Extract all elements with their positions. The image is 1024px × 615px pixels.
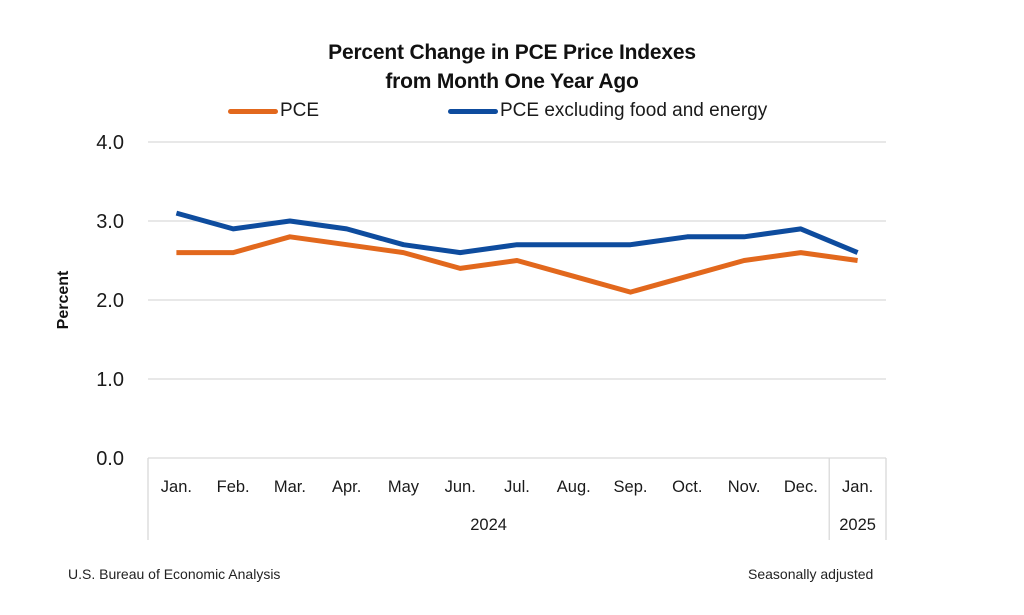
x-tick-label: Jan. xyxy=(842,478,873,496)
legend-label-core-pce: PCE excluding food and energy xyxy=(500,100,768,121)
legend-label-pce: PCE xyxy=(280,100,320,121)
x-tick-label: Feb. xyxy=(217,478,250,496)
seasonal-note: Seasonally adjusted xyxy=(748,566,874,582)
chart-title-line-2: from Month One Year Ago xyxy=(385,70,639,93)
x-tick-label: Sep. xyxy=(614,478,648,496)
x-tick-label: Nov. xyxy=(728,478,761,496)
y-tick-label: 4.0 xyxy=(96,132,124,154)
x-tick-label: Mar. xyxy=(274,478,306,496)
x-tick-label: Aug. xyxy=(557,478,591,496)
x-tick-label: Apr. xyxy=(332,478,361,496)
legend-item-core-pce: PCE excluding food and energy xyxy=(448,100,767,122)
chart-title-line-1: Percent Change in PCE Price Indexes xyxy=(328,41,696,64)
x-tick-label: Dec. xyxy=(784,478,818,496)
year-label: 2024 xyxy=(470,516,507,534)
y-tick-label: 2.0 xyxy=(96,290,124,312)
legend-item-pce: PCE xyxy=(228,100,319,122)
series-line-core-pce xyxy=(175,210,859,256)
y-tick-label: 1.0 xyxy=(96,369,124,391)
y-tick-label: 3.0 xyxy=(96,211,124,233)
chart-title: Percent Change in PCE Price Indexes from… xyxy=(0,38,1024,96)
year-label: 2025 xyxy=(839,516,876,534)
x-tick-label: Jun. xyxy=(445,478,476,496)
x-tick-label: Oct. xyxy=(672,478,702,496)
source-note: U.S. Bureau of Economic Analysis xyxy=(68,566,281,582)
y-tick-label: 0.0 xyxy=(96,448,124,470)
x-tick-label: May xyxy=(388,478,420,496)
x-tick-label: Jul. xyxy=(504,478,530,496)
legend-swatch-pce xyxy=(228,108,278,114)
legend: PCE PCE excluding food and energy xyxy=(0,100,1024,124)
legend-swatch-core-pce xyxy=(448,108,498,114)
x-tick-label: Jan. xyxy=(161,478,192,496)
